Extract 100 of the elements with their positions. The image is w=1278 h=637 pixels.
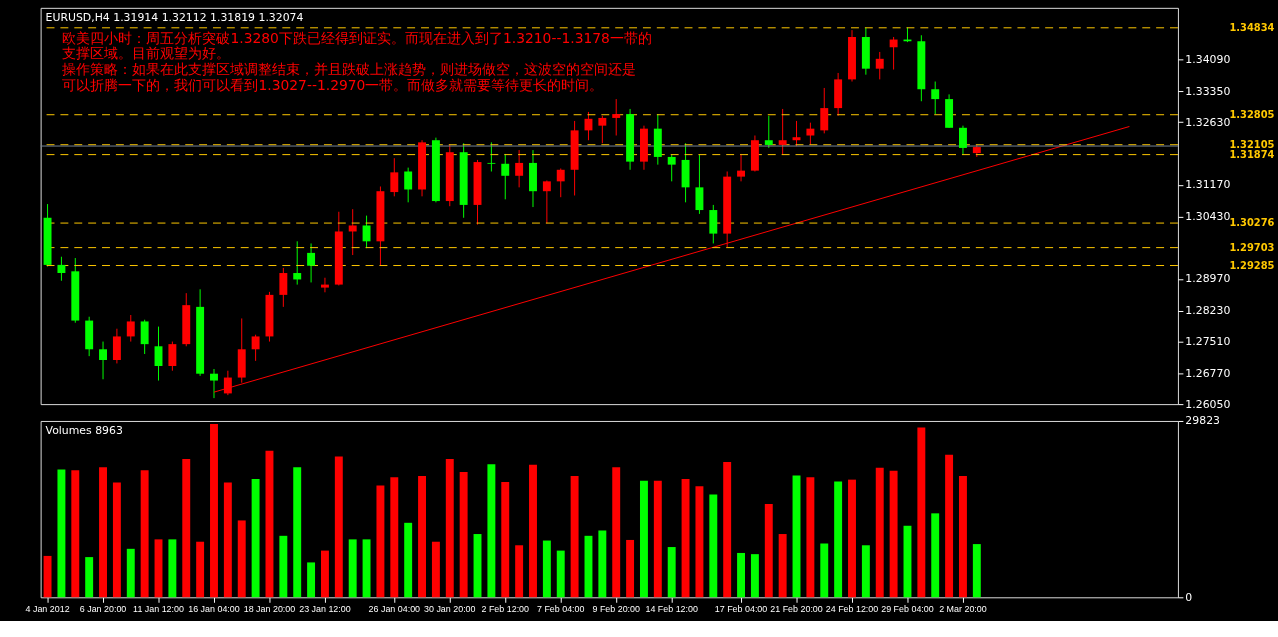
bar xyxy=(362,539,371,598)
bar xyxy=(834,481,843,598)
x-tick-label: 29 Feb 04:00 xyxy=(881,603,934,614)
candlestick xyxy=(889,36,898,71)
bar xyxy=(612,467,621,598)
x-tick-label: 30 Jan 20:00 xyxy=(424,603,476,614)
candlestick xyxy=(778,108,787,156)
x-tick-label: 7 Feb 04:00 xyxy=(536,603,585,614)
bar xyxy=(85,557,94,598)
bar xyxy=(695,486,704,598)
chart-title: Volumes 8963 xyxy=(45,423,123,437)
ref-line-label: 1.32105 xyxy=(1229,138,1275,150)
bar xyxy=(279,535,288,598)
y-tick-label: 1.26770 xyxy=(1185,366,1231,380)
candlestick xyxy=(875,51,884,80)
bar xyxy=(71,470,80,598)
bar xyxy=(653,480,662,598)
bar xyxy=(778,534,787,598)
bar xyxy=(681,479,690,598)
candlestick xyxy=(140,319,149,355)
y-tick-label: 29823 xyxy=(1185,414,1221,428)
bar xyxy=(542,540,551,598)
candlestick xyxy=(307,242,316,283)
bar xyxy=(334,456,343,598)
bar xyxy=(196,541,205,598)
x-tick-label: 18 Jan 20:00 xyxy=(243,603,296,614)
y-tick-label: 1.33350 xyxy=(1185,84,1231,98)
bar xyxy=(709,494,718,598)
candlestick xyxy=(667,154,676,182)
annotation: 操作策略：如果在此支撑区域调整结束，并且跌破上涨趋势，则进场做空，这波空的空间还是 xyxy=(62,61,637,78)
bar xyxy=(750,554,759,598)
bar xyxy=(570,476,579,598)
ref-line-label: 1.30276 xyxy=(1229,217,1275,229)
candlestick xyxy=(931,81,940,115)
candlestick xyxy=(501,153,510,200)
x-tick-label: 9 Feb 20:00 xyxy=(592,603,641,614)
bar xyxy=(182,458,191,598)
candlestick xyxy=(210,368,218,399)
candlestick xyxy=(320,277,329,293)
y-tick-label: 1.34090 xyxy=(1185,53,1231,67)
candlestick xyxy=(820,87,829,134)
bar xyxy=(598,530,607,598)
bar xyxy=(972,544,981,598)
bar xyxy=(889,470,898,598)
bar xyxy=(210,424,218,598)
bar xyxy=(376,485,385,598)
x-tick-label: 11 Jan 12:00 xyxy=(133,603,184,614)
chart-title: EURUSD,H4 1.31914 1.32112 1.31819 1.32074 xyxy=(45,10,304,24)
candlestick xyxy=(112,328,121,364)
bar xyxy=(556,550,565,598)
bar xyxy=(820,543,829,598)
bar xyxy=(43,555,52,598)
bar xyxy=(293,467,302,598)
bar xyxy=(459,471,468,598)
y-tick-label: 1.28230 xyxy=(1185,304,1231,318)
candlestick xyxy=(390,157,399,197)
candlestick xyxy=(126,314,135,343)
bar xyxy=(959,476,967,598)
ref-line-label: 1.29285 xyxy=(1229,259,1275,271)
ref-line-label: 1.31874 xyxy=(1229,148,1275,160)
candlestick xyxy=(404,167,413,203)
candlestick xyxy=(598,115,607,144)
bar xyxy=(390,477,399,598)
bar xyxy=(140,470,149,598)
candlestick xyxy=(487,141,496,172)
ref-line-label: 1.34834 xyxy=(1229,21,1275,33)
ref-line-label: 1.29703 xyxy=(1229,241,1275,253)
candlestick xyxy=(154,326,163,382)
candlestick xyxy=(556,168,565,198)
bar xyxy=(431,541,440,598)
x-tick-label: 24 Feb 12:00 xyxy=(825,603,879,614)
bar xyxy=(168,539,177,598)
bar xyxy=(112,482,121,598)
bar xyxy=(639,480,648,598)
y-tick-label: 0 xyxy=(1185,590,1193,604)
bar xyxy=(626,539,635,598)
bar xyxy=(445,458,454,598)
x-tick-label: 21 Feb 20:00 xyxy=(770,603,823,614)
bar xyxy=(501,482,510,598)
candlestick xyxy=(612,98,621,137)
y-tick-label: 1.32630 xyxy=(1185,115,1231,129)
bar xyxy=(57,469,66,598)
candlestick xyxy=(737,153,745,182)
annotation: 可以折腾一下的，我们可以看到1.3027--1.2970一带。而做多就需要等待更长的时间。 xyxy=(62,77,604,94)
annotation: 欧美四小时：周五分析突破1.3280下跌已经得到证实。而现在进入到了1.3210--1.3178一带的 xyxy=(62,29,652,46)
candlestick xyxy=(542,179,551,224)
bar xyxy=(515,545,524,598)
candlestick xyxy=(695,154,704,215)
bar xyxy=(667,547,676,598)
y-tick-label: 1.27510 xyxy=(1185,335,1231,349)
annotation: 支撑区域。目前观望为好。 xyxy=(62,45,231,62)
y-tick-label: 1.31170 xyxy=(1185,178,1231,192)
candlestick xyxy=(168,341,177,372)
bar xyxy=(223,482,232,598)
x-tick-label: 23 Jan 12:00 xyxy=(299,603,351,614)
bar xyxy=(487,464,496,598)
candlestick xyxy=(362,215,371,249)
bar xyxy=(848,479,856,598)
candlestick xyxy=(279,267,288,308)
candlestick xyxy=(709,204,718,244)
